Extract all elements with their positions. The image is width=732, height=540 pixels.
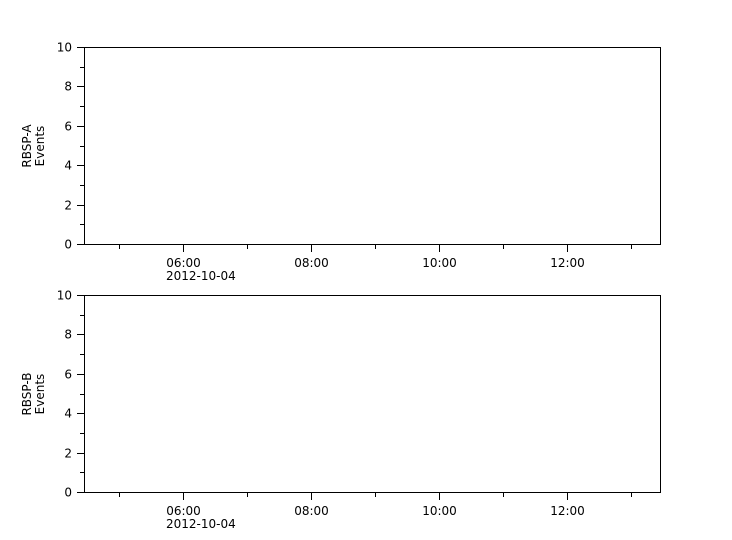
y-tick-label: 8 bbox=[64, 327, 72, 342]
x-major-tick bbox=[183, 493, 184, 500]
y-major-tick bbox=[77, 86, 84, 87]
y-tick-label: 4 bbox=[64, 406, 72, 421]
y-minor-tick bbox=[80, 106, 84, 107]
y-minor-tick bbox=[80, 394, 84, 395]
y-major-tick bbox=[77, 295, 84, 296]
x-minor-tick bbox=[631, 245, 632, 249]
x-minor-tick bbox=[375, 493, 376, 497]
x-tick-label: 06:00 bbox=[166, 256, 201, 270]
x-tick-label: 10:00 bbox=[422, 504, 457, 518]
y-major-tick bbox=[77, 205, 84, 206]
x-minor-tick bbox=[119, 245, 120, 249]
y-major-tick bbox=[77, 47, 84, 48]
x-major-tick bbox=[311, 245, 312, 252]
y-minor-tick bbox=[80, 472, 84, 473]
x-minor-tick bbox=[503, 493, 504, 497]
x-tick-label: 08:00 bbox=[294, 256, 329, 270]
y-minor-tick bbox=[80, 146, 84, 147]
x-tick-label: 10:00 bbox=[422, 256, 457, 270]
y-minor-tick bbox=[80, 354, 84, 355]
x-minor-tick bbox=[247, 493, 248, 497]
y-tick-label: 8 bbox=[64, 79, 72, 94]
plot-area-rbsp-b[interactable] bbox=[84, 295, 661, 493]
y-minor-tick bbox=[80, 315, 84, 316]
y-tick-label: 0 bbox=[64, 485, 72, 500]
x-tick-date-label: 2012-10-04 bbox=[166, 269, 236, 283]
x-minor-tick bbox=[375, 245, 376, 249]
x-tick-label: 12:00 bbox=[550, 256, 585, 270]
y-major-tick bbox=[77, 244, 84, 245]
plot-area-rbsp-a[interactable] bbox=[84, 47, 661, 245]
x-tick-label: 12:00 bbox=[550, 504, 585, 518]
x-major-tick bbox=[567, 245, 568, 252]
y-tick-label: 10 bbox=[56, 40, 72, 55]
y-tick-label: 6 bbox=[64, 119, 72, 134]
y-tick-label: 10 bbox=[56, 288, 72, 303]
x-major-tick bbox=[183, 245, 184, 252]
y-tick-label: 6 bbox=[64, 367, 72, 382]
y-major-tick bbox=[77, 165, 84, 166]
y-major-tick bbox=[77, 126, 84, 127]
x-minor-tick bbox=[119, 493, 120, 497]
x-minor-tick bbox=[631, 493, 632, 497]
y-major-tick bbox=[77, 492, 84, 493]
y-minor-tick bbox=[80, 433, 84, 434]
y-minor-tick bbox=[80, 224, 84, 225]
y-major-tick bbox=[77, 453, 84, 454]
x-major-tick bbox=[439, 245, 440, 252]
y-minor-tick bbox=[80, 67, 84, 68]
y-tick-label: 0 bbox=[64, 237, 72, 252]
x-minor-tick bbox=[247, 245, 248, 249]
x-minor-tick bbox=[503, 245, 504, 249]
y-tick-label: 2 bbox=[64, 446, 72, 461]
y-major-tick bbox=[77, 413, 84, 414]
y-minor-tick bbox=[80, 185, 84, 186]
x-tick-date-label: 2012-10-04 bbox=[166, 517, 236, 531]
y-major-tick bbox=[77, 334, 84, 335]
x-major-tick bbox=[567, 493, 568, 500]
x-major-tick bbox=[439, 493, 440, 500]
x-tick-label: 06:00 bbox=[166, 504, 201, 518]
y-tick-label: 2 bbox=[64, 198, 72, 213]
y-major-tick bbox=[77, 374, 84, 375]
x-tick-label: 08:00 bbox=[294, 504, 329, 518]
x-major-tick bbox=[311, 493, 312, 500]
y-tick-label: 4 bbox=[64, 158, 72, 173]
